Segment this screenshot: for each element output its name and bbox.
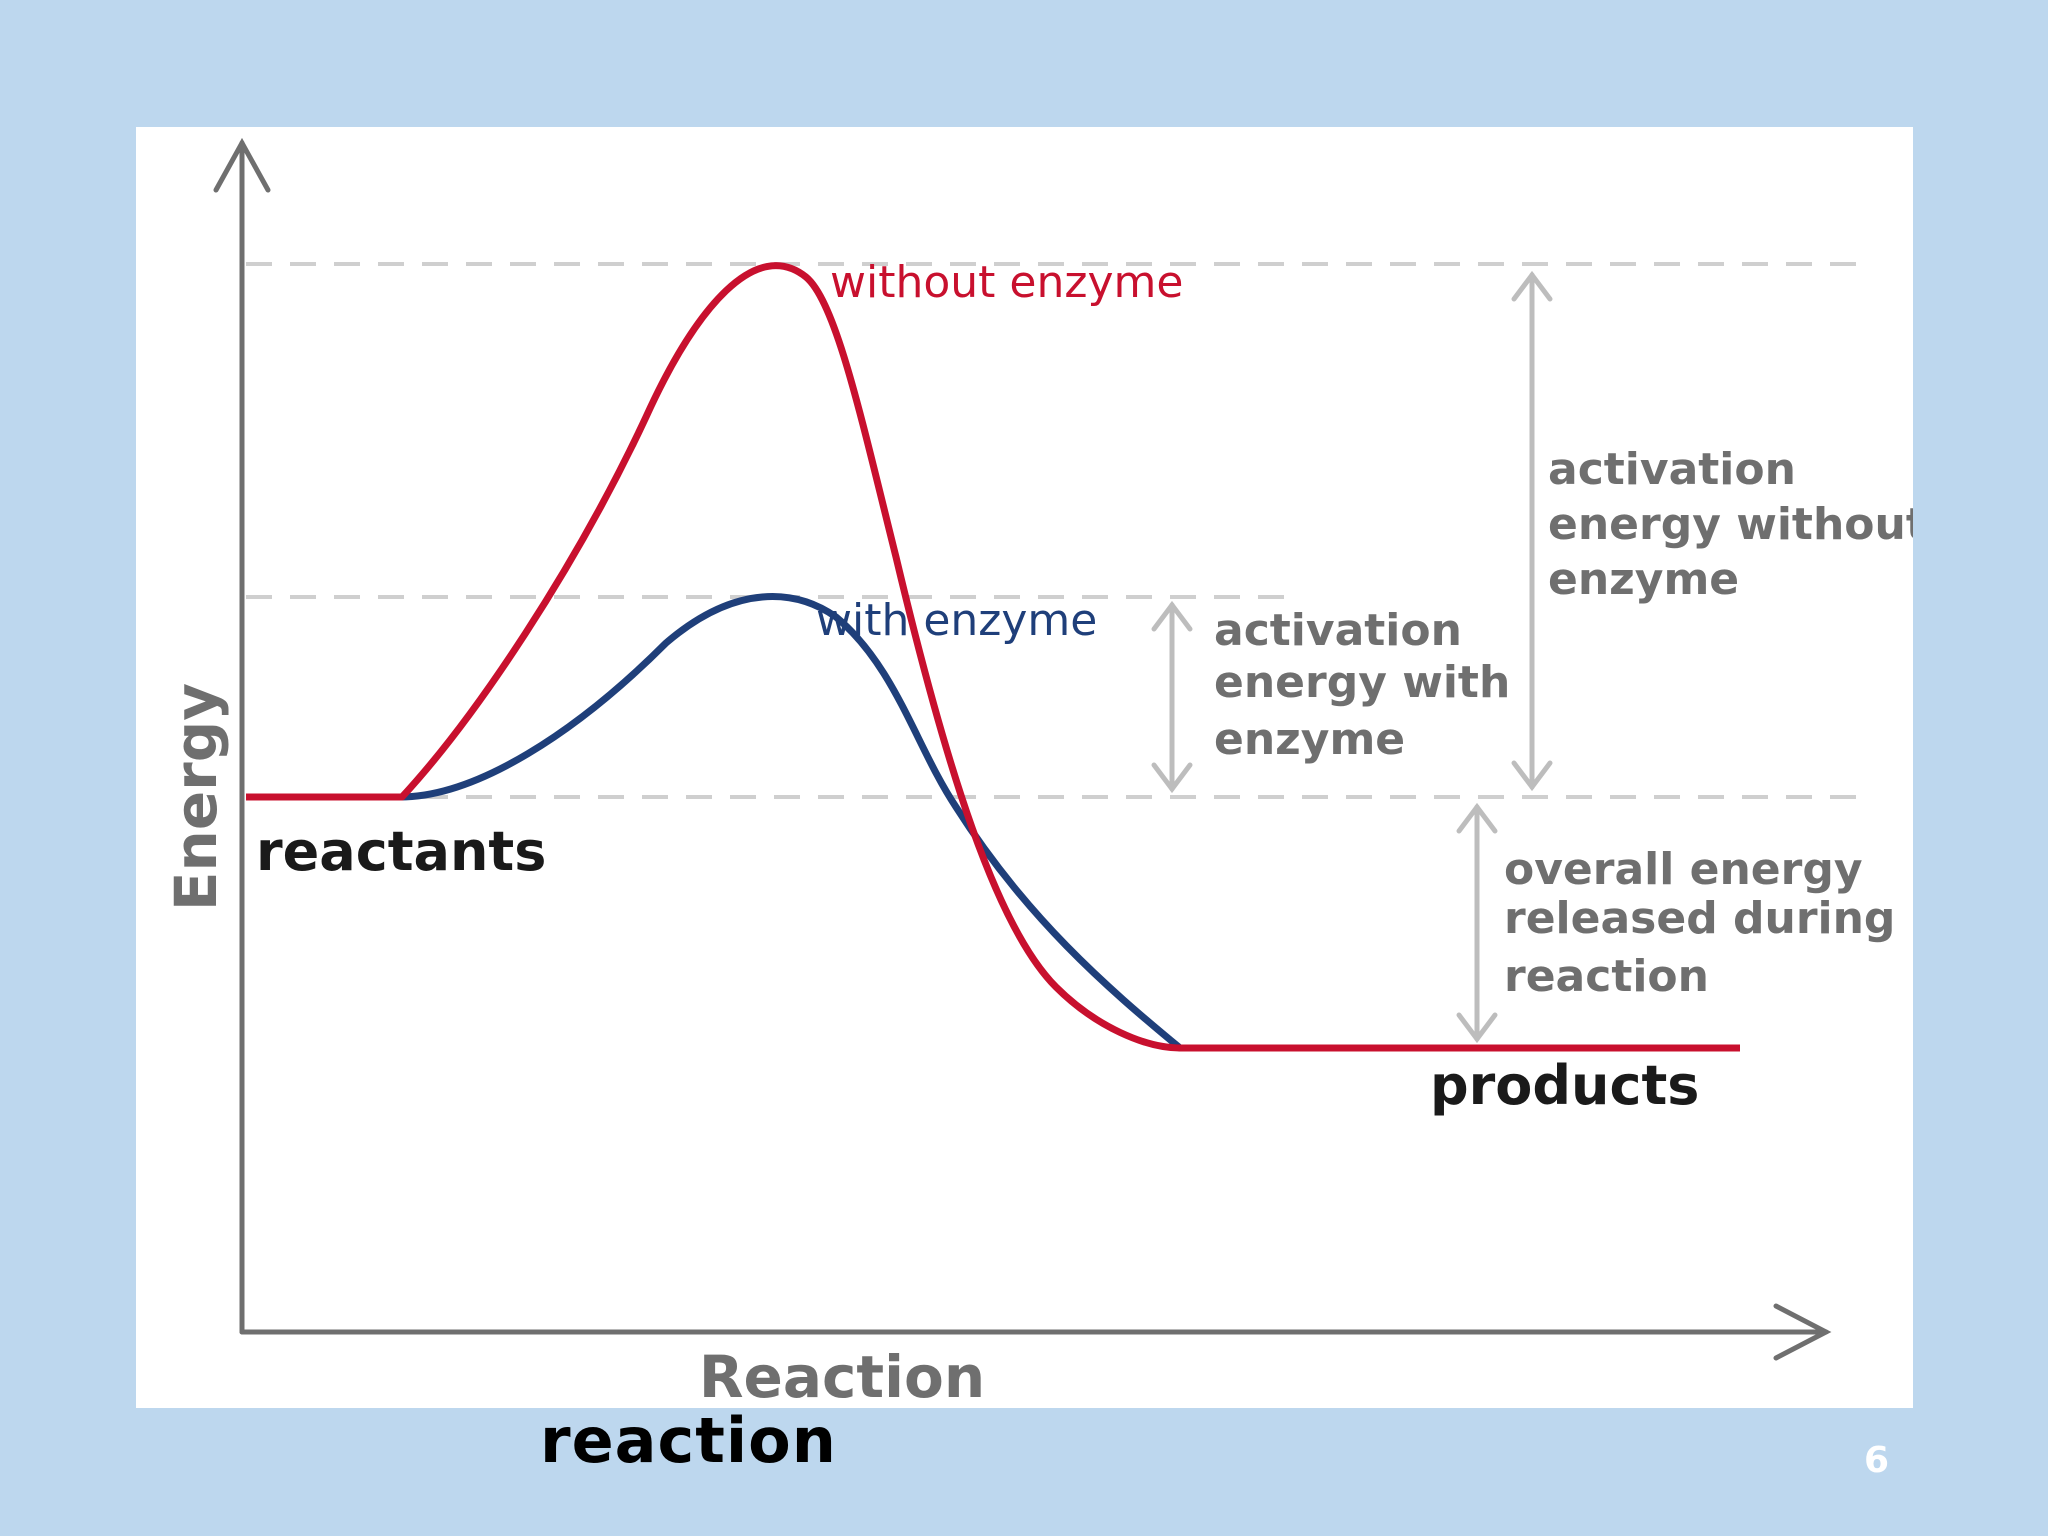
arrow-activation-with [1151,600,1193,794]
x-axis [239,1303,1832,1361]
annotation-line: overall energy [1504,844,1863,895]
x-axis-label: Reaction [699,1343,985,1408]
curve-label-with-enzyme: with enzyme [816,595,1097,646]
annotation-line: released during [1504,893,1895,944]
annotation-line: enzyme [1548,554,1739,605]
arrow-overall-energy [1456,802,1498,1044]
annotation-line: energy with [1214,657,1510,708]
slide-number: 6 [1864,1440,1890,1481]
annotation-line: energy without [1548,499,1913,550]
slide-caption: reaction [540,1404,837,1477]
y-axis-label: Energy [162,683,230,911]
y-axis [213,137,271,1335]
products-label: products [1430,1054,1699,1117]
diagram-panel: Energy Reaction without enzyme with enzy… [136,127,1913,1408]
reactants-label: reactants [256,820,546,883]
curve-without-enzyme [246,262,1740,1052]
annotation-line: activation [1214,605,1462,656]
energy-diagram: Energy Reaction without enzyme with enzy… [162,137,1913,1408]
curve-with-enzyme [246,593,1740,1052]
curve-label-without-enzyme: without enzyme [830,257,1183,308]
annotation-line: activation [1548,444,1796,495]
arrow-activation-without [1511,270,1553,792]
annotation-activation-with: activation energy with enzyme [1214,605,1510,765]
annotation-activation-without: activation energy without enzyme [1548,444,1913,605]
annotation-line: enzyme [1214,714,1405,765]
annotation-overall-energy: overall energy released during reaction [1504,844,1895,1002]
annotation-line: reaction [1504,951,1709,1002]
